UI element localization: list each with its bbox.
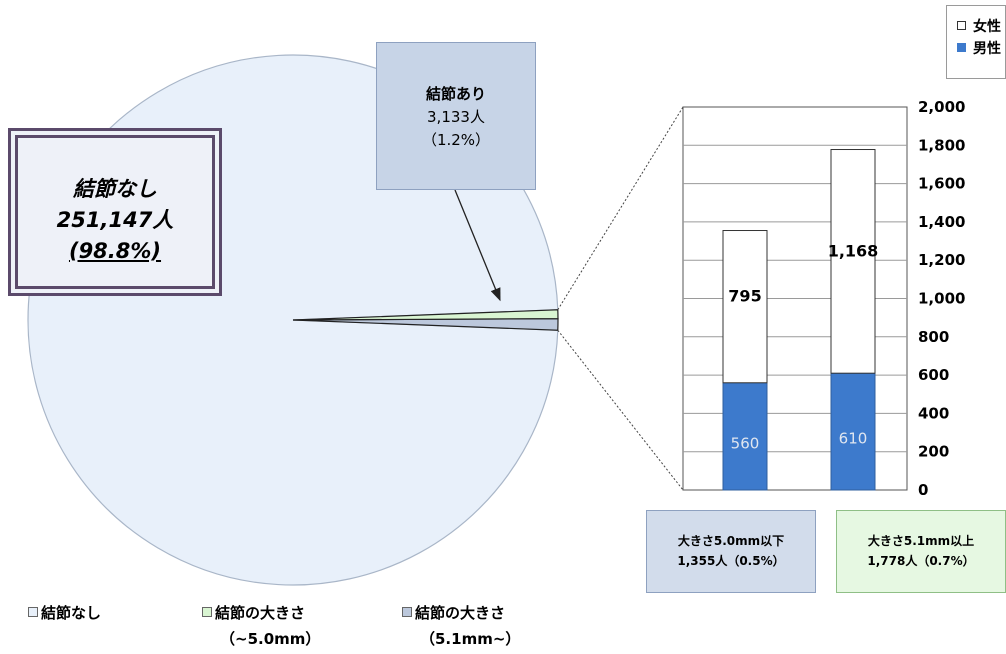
legend-sub-size-large: （5.1mm~）	[420, 630, 521, 648]
bar-segment-male	[722, 382, 768, 491]
data-label-male: 560	[731, 434, 760, 452]
legend-label-female: 女性	[973, 19, 1001, 35]
y-tick-label: 1,200	[918, 251, 965, 269]
nodule-present-title: 結節あり	[425, 85, 486, 103]
no-nodule-callout: 結節なし 251,147人 (98.8%)	[8, 128, 222, 296]
y-tick-label: 400	[918, 404, 949, 422]
legend-item-size-small: 結節の大きさ （~5.0mm）	[202, 600, 320, 652]
y-tick-label: 0	[918, 481, 928, 499]
female-swatch-icon	[957, 21, 966, 30]
no-nodule-swatch-icon	[28, 607, 38, 617]
connector-lines	[557, 106, 684, 491]
no-nodule-title: 結節なし	[73, 177, 157, 201]
size-large-count: 1,778人（0.7%）	[867, 554, 975, 568]
no-nodule-count: 251,147人	[56, 208, 174, 232]
data-label-male: 610	[839, 430, 868, 448]
legend-item-size-large: 結節の大きさ （5.1mm~）	[402, 600, 520, 652]
connector-top	[557, 106, 684, 311]
size-small-label-box: 大きさ5.0mm以下 1,355人（0.5%）	[646, 510, 816, 593]
size-small-count: 1,355人（0.5%）	[677, 554, 785, 568]
y-tick-label: 200	[918, 443, 949, 461]
data-label-female: 1,168	[828, 241, 879, 260]
y-tick-label: 800	[918, 328, 949, 346]
male-swatch-icon	[957, 43, 966, 52]
y-tick-label: 1,800	[918, 136, 965, 154]
legend-item-no-nodule: 結節なし	[28, 600, 101, 626]
size-small-swatch-icon	[202, 607, 212, 617]
callout-arrow	[454, 189, 501, 302]
nodule-present-callout: 結節あり 3,133人 （1.2%）	[376, 42, 536, 190]
nodule-present-count: 3,133人	[427, 108, 485, 126]
pie-slice-size-small	[292, 309, 559, 321]
legend-label-male: 男性	[973, 41, 1001, 57]
bar-segment-male	[830, 372, 876, 491]
bar-segment-female	[830, 149, 876, 374]
y-tick-label: 600	[918, 366, 949, 384]
legend-label-no-nodule: 結節なし	[41, 604, 102, 622]
legend-label-size-large: 結節の大きさ	[415, 604, 506, 622]
connector-bottom	[557, 329, 684, 491]
legend-item-female: 女性	[957, 16, 1005, 38]
gender-legend: 女性 男性	[946, 5, 1006, 79]
y-tick-label: 2,000	[918, 98, 965, 116]
bar-segment-female	[722, 230, 768, 384]
stacked-bar-chart: 0 200 400 600 800 1,000 1,200 1,400 1,600 1,800 2,…	[682, 98, 965, 499]
legend-item-male: 男性	[957, 38, 1005, 60]
y-tick-label: 1,400	[918, 213, 965, 231]
data-label-female: 795	[728, 287, 761, 306]
y-tick-label: 1,600	[918, 175, 965, 193]
size-large-title: 大きさ5.1mm以上	[867, 534, 975, 548]
size-small-title: 大きさ5.0mm以下	[677, 534, 785, 548]
legend-label-size-small: 結節の大きさ	[215, 604, 306, 622]
legend-sub-size-small: （~5.0mm）	[220, 630, 321, 648]
nodule-present-percent: （1.2%）	[421, 131, 491, 149]
size-large-swatch-icon	[402, 607, 412, 617]
size-large-label-box: 大きさ5.1mm以上 1,778人（0.7%）	[836, 510, 1006, 593]
no-nodule-percent: (98.8%)	[68, 239, 162, 263]
y-tick-label: 1,000	[918, 290, 965, 308]
